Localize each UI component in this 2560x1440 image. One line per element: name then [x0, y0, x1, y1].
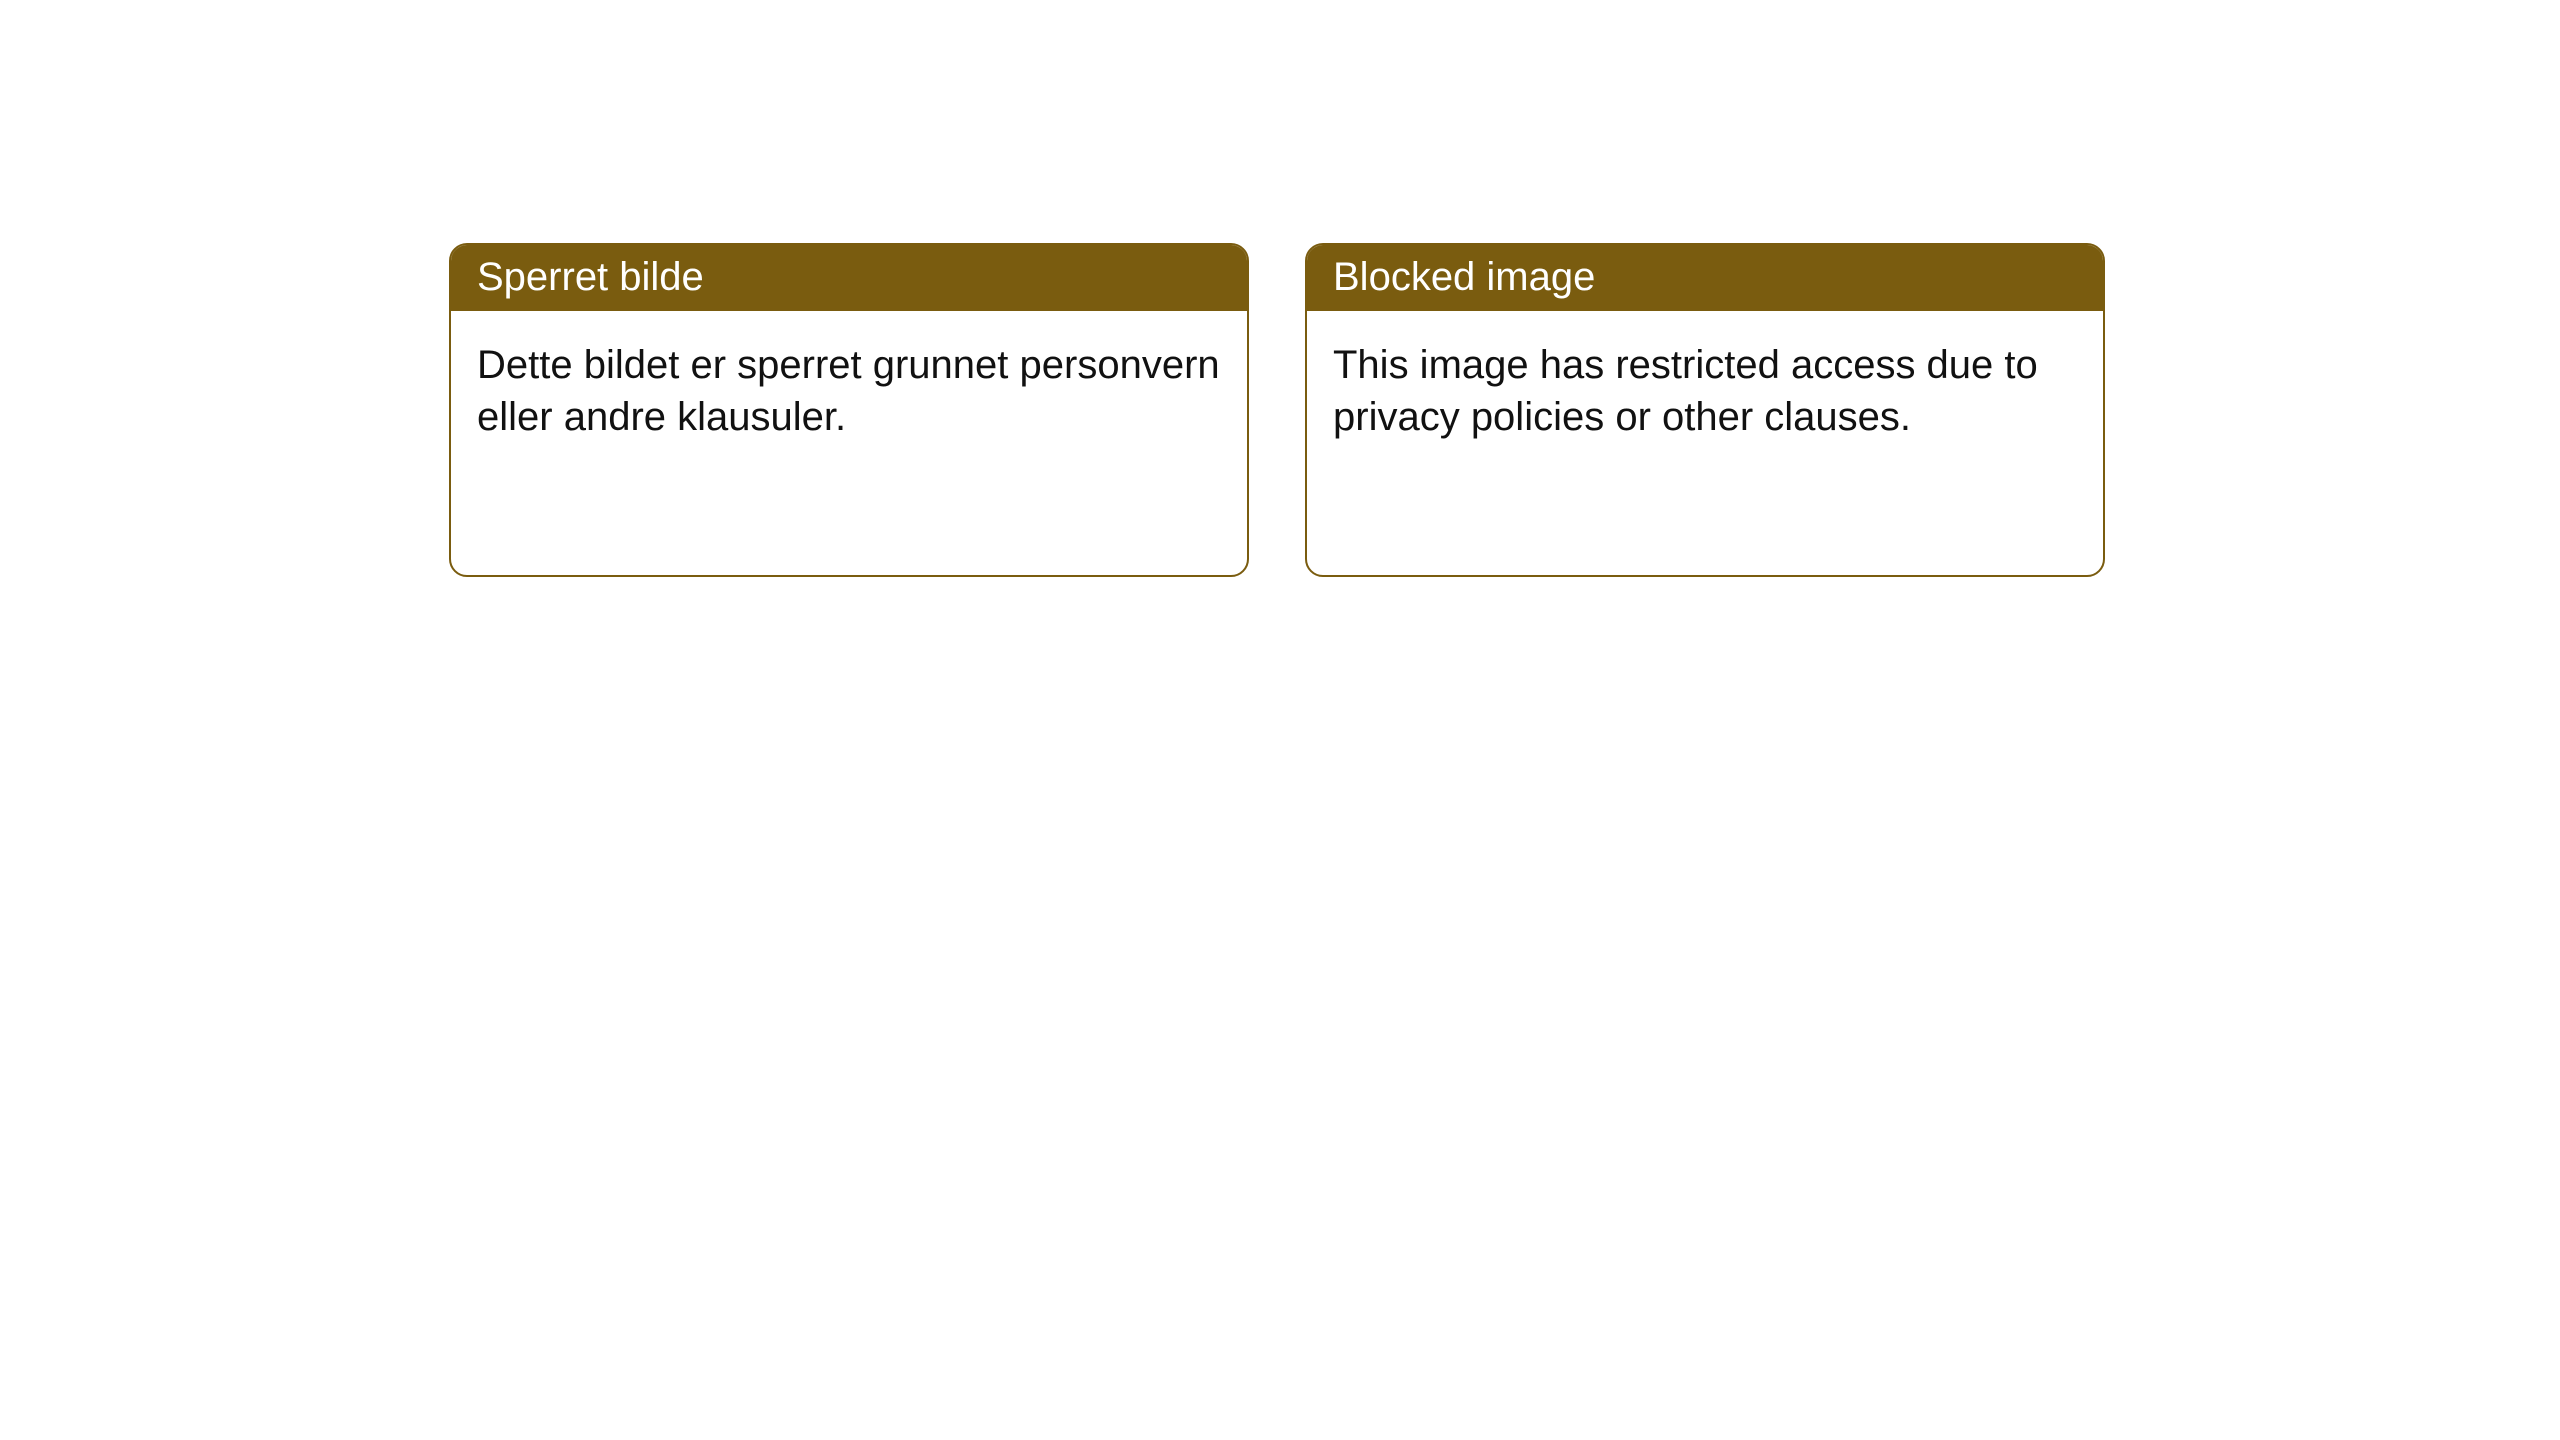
notice-body-en: This image has restricted access due to … [1307, 311, 2103, 443]
notice-title-no: Sperret bilde [451, 245, 1247, 311]
notice-card-en: Blocked image This image has restricted … [1305, 243, 2105, 577]
notice-title-en: Blocked image [1307, 245, 2103, 311]
notice-card-no: Sperret bilde Dette bildet er sperret gr… [449, 243, 1249, 577]
notice-body-no: Dette bildet er sperret grunnet personve… [451, 311, 1247, 443]
notice-container: Sperret bilde Dette bildet er sperret gr… [449, 243, 2105, 577]
